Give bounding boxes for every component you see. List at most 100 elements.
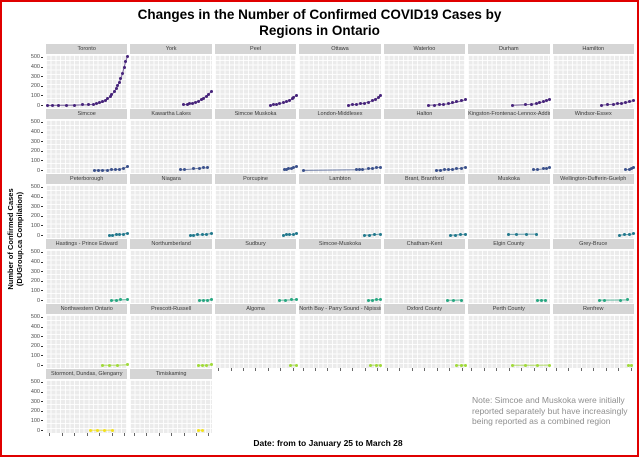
y-tick-label: 400: [31, 389, 44, 395]
x-tick-mark: [399, 368, 401, 371]
panel-title: Prescott-Russell: [130, 304, 212, 314]
panel-title: Stormont, Dundas, Glengarry: [46, 369, 128, 379]
data-point: [109, 168, 113, 172]
data-point: [632, 232, 636, 236]
data-point: [210, 90, 214, 94]
chart-title: Changes in the Number of Confirmed COVID…: [2, 2, 637, 39]
x-tick-mark: [424, 368, 426, 371]
y-tick-label: 300: [31, 334, 44, 340]
data-point: [114, 87, 118, 91]
data-point: [459, 363, 463, 367]
panel-plot: [299, 315, 383, 371]
data-point: [190, 101, 194, 105]
data-point: [459, 99, 463, 103]
data-point: [189, 233, 193, 237]
panel-title: York: [130, 44, 212, 54]
data-point: [278, 101, 282, 105]
y-tick-label: 500: [31, 119, 44, 125]
y-tick-label: 400: [31, 259, 44, 265]
data-point: [103, 98, 107, 102]
data-point: [379, 165, 383, 169]
data-point: [350, 103, 354, 107]
facet-panel: Perth County: [468, 304, 552, 371]
data-point: [294, 363, 298, 367]
data-point: [437, 103, 441, 107]
data-point: [294, 93, 298, 97]
data-point: [121, 166, 125, 170]
data-point: [195, 233, 199, 237]
facet-panel: Simcoe Muskoka: [214, 109, 298, 174]
data-point: [192, 233, 196, 237]
data-point: [463, 98, 467, 102]
facet-panel: York: [130, 44, 214, 109]
x-tick-mark: [86, 433, 88, 436]
data-point: [507, 232, 511, 236]
panel-plot: [130, 55, 214, 108]
panel-title: Muskoka: [468, 174, 550, 184]
data-point: [205, 363, 209, 367]
panel-title: Kawartha Lakes: [130, 109, 212, 119]
panel-title: Durham: [468, 44, 550, 54]
data-point: [448, 233, 452, 237]
panel-plot: [214, 55, 298, 108]
data-point: [91, 102, 95, 106]
facet-panel: Algoma: [214, 304, 298, 371]
data-point: [117, 80, 121, 84]
y-tick-label: 200: [31, 343, 44, 349]
data-point: [548, 363, 552, 367]
data-point: [463, 165, 467, 169]
facet-panel: Lambton: [299, 174, 383, 239]
facet-panel: Timiskaming: [130, 369, 212, 436]
x-tick-mark: [61, 433, 63, 436]
data-point: [194, 100, 198, 104]
panel-title: Hastings - Prince Edward: [46, 239, 128, 249]
panel-plot: [46, 54, 129, 108]
data-point: [278, 298, 282, 302]
data-point: [207, 93, 211, 97]
data-point: [620, 101, 624, 105]
panel-title: Windsor-Essex: [552, 109, 634, 119]
data-point: [122, 65, 126, 69]
x-tick-mark: [49, 433, 51, 436]
data-point: [354, 102, 358, 106]
data-point: [125, 363, 129, 367]
x-tick-mark: [364, 368, 366, 371]
x-tick-mark: [593, 368, 595, 371]
panel-plot: [214, 185, 298, 238]
x-tick-mark: [255, 368, 257, 371]
x-tick-mark: [483, 368, 485, 371]
data-point: [197, 363, 201, 367]
facet-row: 500 400 300 200 100 0 Peterborough Niagara Porcu…: [28, 174, 637, 239]
data-point: [541, 167, 545, 171]
panel-plot: [383, 315, 467, 371]
data-point: [105, 168, 109, 172]
data-point: [97, 168, 101, 172]
panel-plot: [383, 250, 466, 303]
y-axis-ticks: 500 400 300 200 100 0: [28, 44, 46, 109]
facet-panel: Oxford County: [383, 304, 467, 371]
x-tick-mark: [267, 368, 269, 371]
facet-panel: Brant, Brantford: [383, 174, 467, 239]
facet-panel: Renfrew: [552, 304, 634, 371]
data-point: [108, 94, 112, 98]
y-tick-label: 200: [31, 83, 44, 89]
facet-panel: Prescott-Russell: [130, 304, 214, 369]
data-point: [375, 298, 379, 302]
panel-title: Wellington-Dufferin-Guelph: [552, 174, 634, 184]
x-tick-mark: [546, 368, 548, 371]
data-point: [616, 102, 620, 106]
data-point: [455, 363, 459, 367]
panel-plot: [552, 55, 636, 108]
data-point: [86, 103, 90, 107]
facet-panel: Northwestern Ontario: [46, 304, 129, 369]
data-point: [125, 165, 129, 169]
panel-plot: [299, 250, 383, 303]
data-point: [205, 232, 209, 236]
y-tick-label: 400: [31, 129, 44, 135]
data-point: [206, 166, 210, 170]
data-point: [116, 84, 120, 88]
panel-title: Oxford County: [383, 304, 466, 314]
y-axis-title: Number of Confirmed Cases (DUGroup.ca Co…: [2, 44, 28, 434]
data-point: [64, 103, 68, 107]
x-tick-mark: [111, 433, 113, 436]
